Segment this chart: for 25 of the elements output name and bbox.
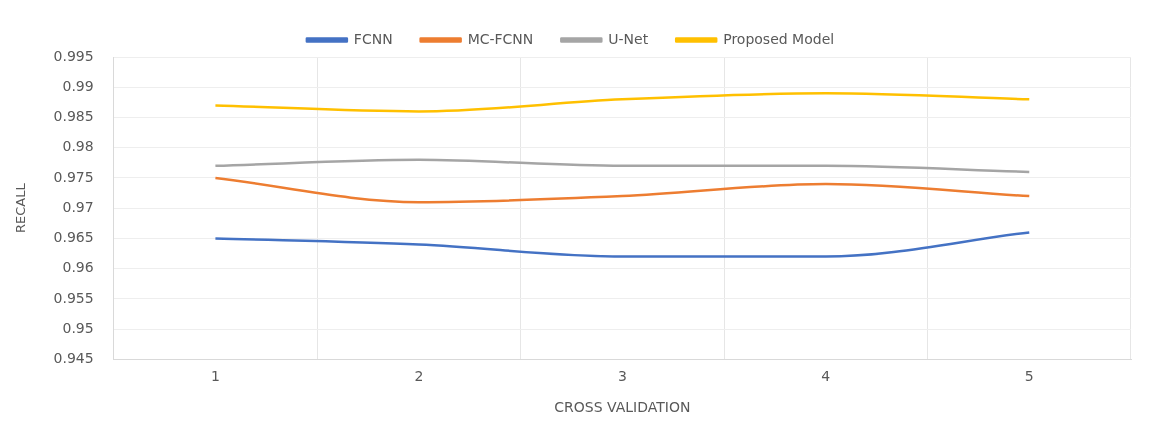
x-tick-label: 3 bbox=[617, 368, 627, 385]
y-tick-label: 0.975 bbox=[53, 168, 94, 185]
x-axis-title: CROSS VALIDATION bbox=[554, 399, 691, 416]
y-axis-title: RECALL bbox=[13, 182, 29, 234]
y-tick-label: 0.96 bbox=[62, 259, 94, 276]
y-tick-label: 0.98 bbox=[62, 138, 94, 155]
legend-label: MC-FCNN bbox=[467, 30, 534, 47]
x-tick-label: 5 bbox=[1024, 368, 1034, 385]
legend-label: Proposed Model bbox=[723, 30, 835, 47]
y-tick-label: 0.95 bbox=[62, 319, 94, 336]
x-tick-label: 2 bbox=[414, 368, 424, 385]
y-tick-label: 0.97 bbox=[62, 198, 94, 215]
legend-label: FCNN bbox=[353, 30, 393, 47]
y-tick-label: 0.995 bbox=[53, 47, 94, 64]
x-tick-label: 1 bbox=[210, 368, 220, 385]
line-series bbox=[214, 92, 1031, 113]
y-tick-label: 0.99 bbox=[62, 77, 94, 94]
x-tick-label: 4 bbox=[821, 368, 831, 385]
line-series bbox=[214, 231, 1031, 258]
y-tick-label: 0.985 bbox=[53, 108, 94, 125]
line-series bbox=[214, 176, 1031, 204]
y-tick-label: 0.955 bbox=[53, 289, 94, 306]
y-tick-label: 0.945 bbox=[53, 350, 94, 367]
y-tick-label: 0.965 bbox=[53, 229, 94, 246]
legend-label: U-Net bbox=[608, 30, 649, 47]
